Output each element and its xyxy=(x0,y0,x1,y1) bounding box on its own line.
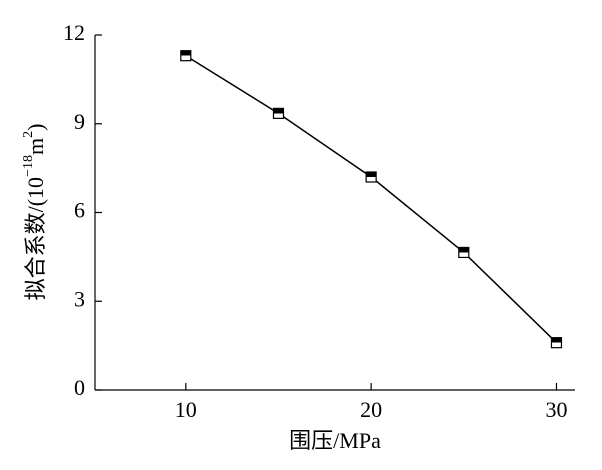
marker xyxy=(272,107,285,119)
y-tick-label: 0 xyxy=(74,375,85,400)
y-axis-title: 拟合系数/(10−18m2) xyxy=(21,124,48,301)
line xyxy=(185,55,557,344)
y-label-part: m xyxy=(23,138,48,155)
marker xyxy=(365,171,377,183)
y-label-superscript: 2 xyxy=(21,131,36,138)
x-tick-label: 10 xyxy=(175,397,197,422)
y-tick-label: 6 xyxy=(74,198,85,223)
y-label-part: ) xyxy=(23,124,48,131)
x-axis-title: 围压/MPa xyxy=(289,428,381,453)
y-tick-label: 12 xyxy=(63,20,85,45)
marker xyxy=(458,246,470,259)
marker xyxy=(550,337,563,349)
x-tick-label: 20 xyxy=(360,397,382,422)
marker xyxy=(180,50,192,62)
y-tick-label: 3 xyxy=(74,286,85,311)
x-tick-label: 30 xyxy=(545,397,567,422)
y-tick-label: 9 xyxy=(74,109,85,134)
y-label-superscript: −18 xyxy=(21,155,36,177)
y-label-part: 拟合系数/(10 xyxy=(23,177,48,300)
